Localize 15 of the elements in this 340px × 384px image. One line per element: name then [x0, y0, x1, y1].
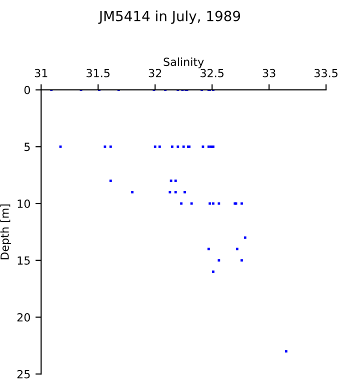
x-tick-label: 32: [148, 68, 162, 78]
x-tick-label: 33: [262, 68, 276, 78]
y-tick-label: 5: [24, 142, 30, 152]
y-tick-label: 25: [17, 370, 30, 378]
y-tick-label: 10: [18, 199, 30, 208]
x-tick-label: 31: [34, 68, 48, 78]
chart-title: JM5414 in July, 1989: [98, 10, 240, 24]
x-tick-label: 31.5: [86, 68, 110, 78]
x-tick-label: 32.5: [200, 68, 224, 78]
y-tick-label: 0: [24, 86, 30, 94]
y-axis-title: Depth [m]: [0, 204, 12, 260]
x-tick-label: 33.5: [314, 68, 338, 78]
y-tick-label: 15: [18, 256, 30, 265]
x-axis-title: Salinity: [164, 57, 204, 68]
y-tick-label: 20: [17, 313, 30, 322]
